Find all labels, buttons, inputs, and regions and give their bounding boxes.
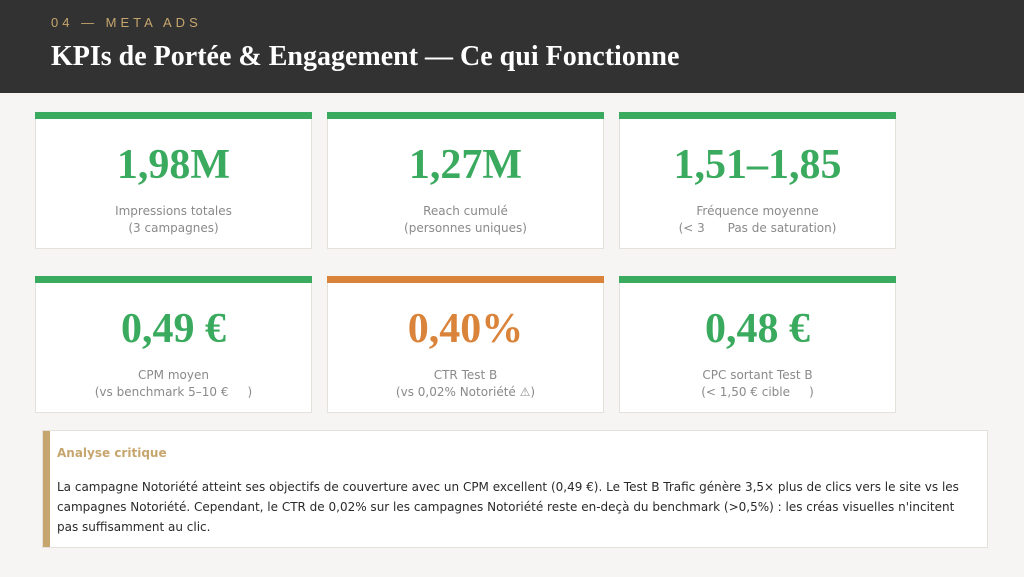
kpi-card-cpc: 0,48 € CPC sortant Test B (< 1,50 € cibl… (619, 276, 896, 413)
kpi-label: Fréquence moyenne (< 3 Pas de saturation… (620, 203, 895, 237)
kpi-status-bar (327, 112, 604, 119)
kpi-card-impressions: 1,98M Impressions totales (3 campagnes) (35, 112, 312, 249)
kpi-label-line1: Reach cumulé (423, 204, 508, 218)
kpi-value: 0,49 € (121, 306, 226, 352)
kpi-card-reach: 1,27M Reach cumulé (personnes uniques) (327, 112, 604, 249)
kpi-status-bar (619, 112, 896, 119)
kpi-label-line2: (personnes uniques) (404, 221, 527, 235)
kpi-status-bar (619, 276, 896, 283)
kpi-label-line1: CPM moyen (138, 368, 209, 382)
kpi-value: 0,48 € (705, 306, 810, 352)
kpi-value: 0,40% (407, 306, 524, 352)
kpi-label-line1: CTR Test B (433, 368, 498, 382)
analysis-box: Analyse critique La campagne Notoriété a… (42, 430, 988, 548)
kpi-label: Impressions totales (3 campagnes) (36, 203, 311, 237)
kpi-card-frequency: 1,51–1,85 Fréquence moyenne (< 3 Pas de … (619, 112, 896, 249)
kpi-value: 1,51–1,85 (673, 142, 842, 188)
section-eyebrow: 04 — META ADS (51, 15, 202, 30)
kpi-label-line1: Fréquence moyenne (696, 204, 819, 218)
kpi-label-line1: Impressions totales (115, 204, 232, 218)
page-title: KPIs de Portée & Engagement — Ce qui Fon… (51, 41, 680, 72)
kpi-card-ctr: 0,40% CTR Test B (vs 0,02% Notoriété ⚠) (327, 276, 604, 413)
kpi-status-bar (35, 276, 312, 283)
kpi-status-bar (35, 112, 312, 119)
slide-header: 04 — META ADS KPIs de Portée & Engagemen… (0, 0, 1024, 93)
kpi-status-bar (327, 276, 604, 283)
kpi-value: 1,27M (408, 142, 523, 188)
kpi-label: CTR Test B (vs 0,02% Notoriété ⚠) (328, 367, 603, 401)
kpi-label: CPM moyen (vs benchmark 5–10 € ) (36, 367, 311, 401)
kpi-label-line2: (< 1,50 € cible ) (701, 385, 814, 399)
kpi-label-line2: (vs 0,02% Notoriété ⚠) (395, 385, 536, 399)
analysis-title: Analyse critique (57, 446, 167, 460)
kpi-value: 1,98M (116, 142, 231, 188)
kpi-label-line2: (3 campagnes) (128, 221, 219, 235)
analysis-body: La campagne Notoriété atteint ses object… (57, 480, 959, 534)
kpi-card-cpm: 0,49 € CPM moyen (vs benchmark 5–10 € ) (35, 276, 312, 413)
kpi-label-line2: (< 3 Pas de saturation) (678, 221, 837, 235)
kpi-label-line1: CPC sortant Test B (702, 368, 813, 382)
kpi-label-line2: (vs benchmark 5–10 € ) (94, 385, 253, 399)
kpi-label: Reach cumulé (personnes uniques) (328, 203, 603, 237)
analysis-accent-bar (43, 431, 50, 547)
kpi-label: CPC sortant Test B (< 1,50 € cible ) (620, 367, 895, 401)
